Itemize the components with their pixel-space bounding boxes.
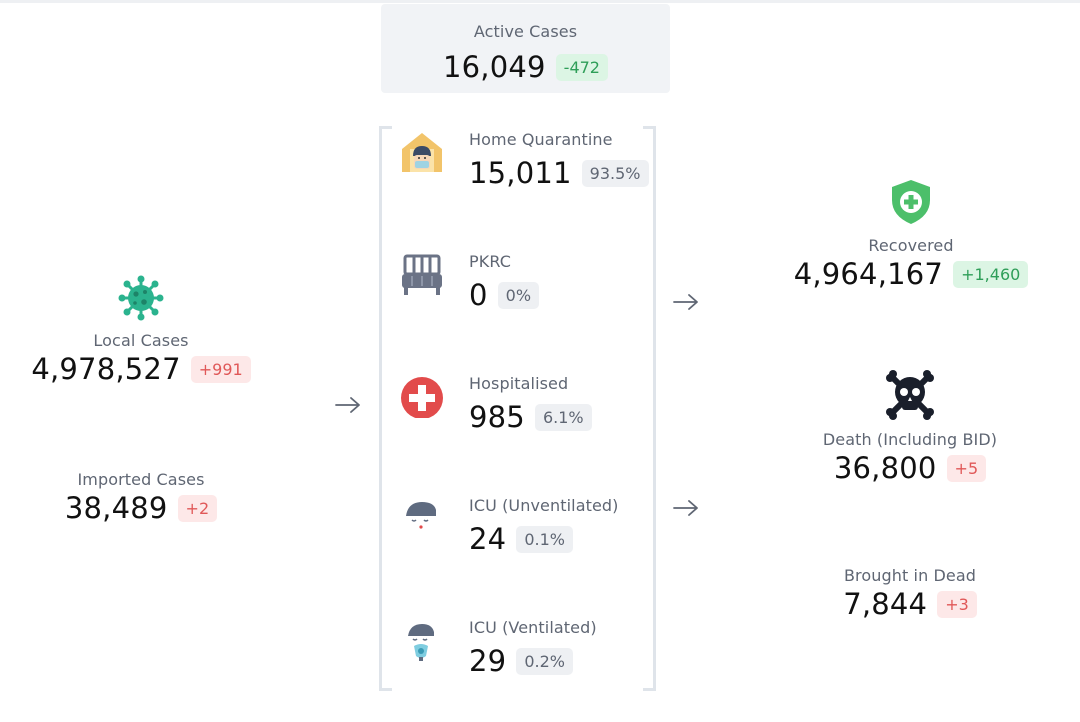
brought-in-dead-value: 7,844	[843, 587, 928, 621]
imported-cases-label: Imported Cases	[77, 470, 205, 489]
icu-ventilated-icon	[408, 624, 434, 661]
death-change-badge: +5	[946, 454, 987, 482]
breakdown-value: 985	[469, 400, 525, 434]
breakdown-bracket-right	[643, 126, 656, 691]
breakdown-label: Hospitalised	[469, 374, 569, 393]
brought-in-dead-change-badge: +3	[937, 590, 977, 618]
brought-in-dead-label: Brought in Dead	[843, 566, 977, 585]
breakdown-label: ICU (Unventilated)	[469, 496, 619, 515]
breakdown-item-icu-ventilated: ICU (Ventilated) 29 0.2%	[400, 614, 650, 694]
local-cases-card: Local Cases 4,978,527 +991	[31, 275, 251, 386]
arrow-right-icon	[335, 397, 360, 413]
breakdown-value: 24	[469, 522, 507, 556]
icu-unventilated-icon	[406, 502, 436, 529]
brought-in-dead-card: Brought in Dead 7,844 +3	[840, 566, 980, 621]
breakdown-value: 15,011	[469, 156, 572, 190]
recovered-card: Recovered 4,964,167 +1,460	[794, 178, 1029, 291]
breakdown-label: ICU (Ventilated)	[469, 618, 597, 637]
local-cases-change-badge: +991	[190, 355, 251, 383]
local-cases-label: Local Cases	[93, 331, 189, 350]
home-quarantine-icon	[402, 133, 442, 172]
arrow-right-icon	[673, 294, 698, 310]
active-cases-label: Active Cases	[473, 22, 578, 41]
death-value: 36,800	[833, 451, 937, 485]
breakdown-label: Home Quarantine	[469, 130, 613, 149]
breakdown-item-pkrc: PKRC 0 0%	[400, 248, 650, 328]
breakdown-item-home-quarantine: Home Quarantine 15,011 93.5%	[400, 126, 650, 206]
breakdown-item-icu-unventilated: ICU (Unventilated) 24 0.1%	[400, 492, 650, 572]
breakdown-value: 29	[469, 644, 507, 678]
death-card: Death (Including BID) 36,800 +5	[820, 370, 1000, 485]
breakdown-share-badge: 6.1%	[534, 403, 592, 431]
bed-icon	[402, 254, 442, 295]
top-divider	[0, 0, 1080, 3]
breakdown-label: PKRC	[469, 252, 512, 271]
recovered-value: 4,964,167	[793, 257, 944, 291]
breakdown-value: 0	[469, 278, 488, 312]
breakdown-share-badge: 93.5%	[581, 159, 649, 187]
breakdown-item-hospitalised: Hospitalised 985 6.1%	[400, 370, 650, 450]
recovered-label: Recovered	[868, 236, 954, 255]
active-cases-card: Active Cases 16,049 -472	[381, 4, 670, 93]
death-label: Death (Including BID)	[822, 430, 998, 449]
breakdown-share-badge: 0%	[497, 281, 540, 309]
arrow-right-icon	[673, 500, 698, 516]
active-cases-change-badge: -472	[555, 53, 608, 81]
skull-icon	[886, 370, 934, 420]
shield-plus-icon	[892, 180, 930, 224]
breakdown-share-badge: 0.2%	[516, 647, 573, 675]
active-cases-value: 16,049	[443, 50, 546, 84]
hospital-cross-icon	[401, 377, 443, 418]
imported-cases-value: 38,489	[64, 491, 168, 525]
local-cases-value: 4,978,527	[31, 352, 181, 386]
imported-cases-change-badge: +2	[177, 494, 218, 522]
recovered-change-badge: +1,460	[953, 260, 1029, 288]
breakdown-bracket-left	[379, 126, 392, 691]
breakdown-share-badge: 0.1%	[516, 525, 573, 553]
imported-cases-card: Imported Cases 38,489 +2	[64, 470, 218, 525]
virus-icon	[118, 275, 164, 321]
